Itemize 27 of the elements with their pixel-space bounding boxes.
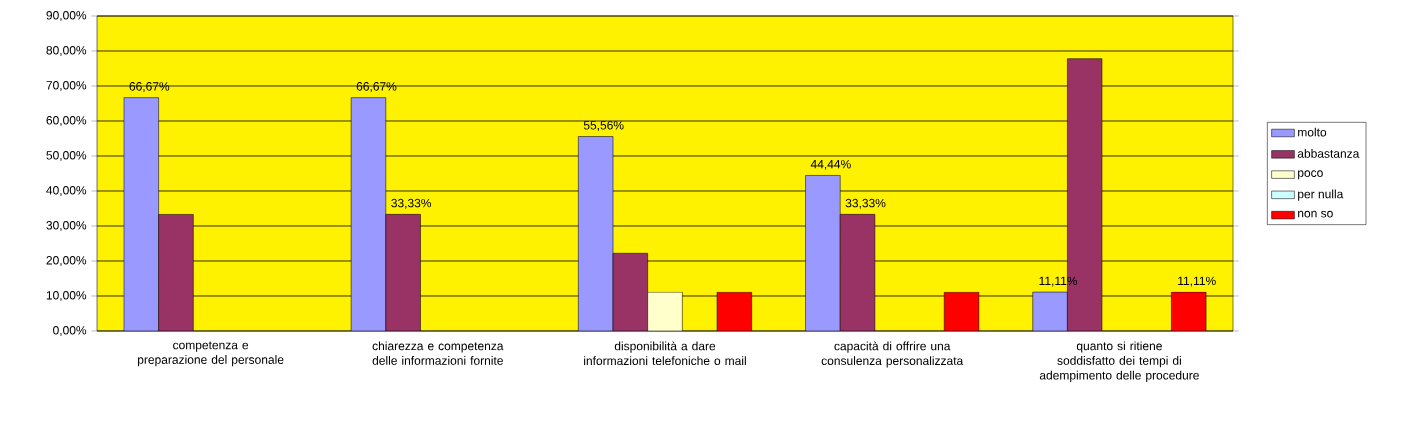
x-tick-label: quanto si ritiene soddisfatto dei tempi di adempimento delle procedure bbox=[1039, 341, 1199, 382]
data-label: 33,33% bbox=[845, 198, 886, 209]
x-tick-label: chiarezza e competenza delle informazioni fornite bbox=[372, 341, 504, 365]
y-tick-label: 40,00% bbox=[46, 186, 87, 196]
legend-label: molto bbox=[1298, 127, 1327, 137]
legend-label: abbastanza bbox=[1297, 149, 1360, 158]
y-tick-label: 50,00% bbox=[46, 151, 87, 161]
data-label: 55,56% bbox=[583, 121, 624, 131]
data-label: 11,11% bbox=[1178, 276, 1216, 287]
x-tick-label: capacità di offrire una consulenza personalizzata bbox=[821, 341, 964, 368]
y-tick-label: 0,00% bbox=[53, 326, 87, 336]
y-tick-label: 80,00% bbox=[46, 46, 87, 56]
y-tick-label: 30,00% bbox=[46, 221, 87, 231]
data-label: 66,67% bbox=[129, 82, 170, 93]
legend-label: per nulla bbox=[1298, 189, 1344, 201]
data-label: 33,33% bbox=[391, 198, 432, 209]
x-tick-label: disponibilità a dare informazioni telefoniche o mail bbox=[584, 341, 746, 366]
y-tick-label: 10,00% bbox=[46, 291, 87, 301]
y-tick-label: 60,00% bbox=[46, 116, 87, 126]
legend-label: non so bbox=[1298, 210, 1333, 218]
data-label: 44,44% bbox=[810, 159, 851, 170]
y-tick-label: 70,00% bbox=[46, 81, 87, 91]
legend-label: poco bbox=[1298, 170, 1323, 180]
x-tick-label: competenza e preparazione del personale bbox=[138, 341, 284, 367]
y-tick-label: 20,00% bbox=[46, 256, 87, 266]
y-tick-label: 90,00% bbox=[46, 11, 87, 21]
data-label: 66,67% bbox=[356, 82, 397, 93]
